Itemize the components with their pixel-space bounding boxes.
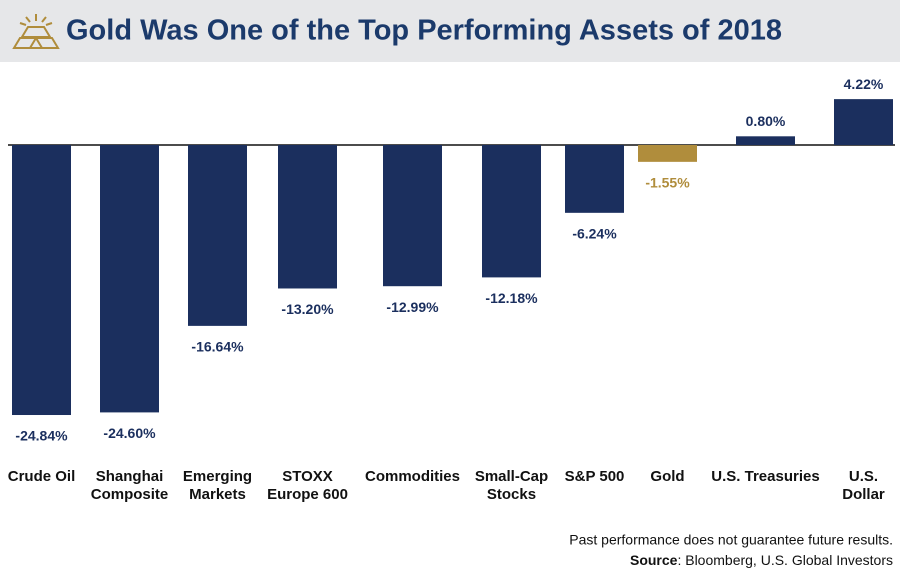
bar — [100, 145, 159, 413]
x-tick-label: Crude Oil — [7, 468, 76, 485]
bar — [188, 145, 247, 326]
bar — [638, 145, 697, 162]
value-label: -24.84% — [15, 428, 68, 444]
bar — [736, 136, 795, 145]
source-label: Source — [630, 552, 678, 568]
value-label: -24.60% — [103, 425, 156, 441]
x-tick-label: U.S. Treasuries — [711, 468, 820, 485]
chart-title: Gold Was One of the Top Performing Asset… — [66, 15, 782, 47]
header-band — [0, 0, 900, 62]
value-label: 0.80% — [746, 113, 786, 129]
bar — [278, 145, 337, 289]
bar — [12, 145, 71, 416]
x-tick-label: S&P 500 — [564, 468, 625, 485]
x-tick-label: Commodities — [364, 468, 460, 485]
x-tick-label: U.S. Dollar — [842, 468, 885, 503]
footnote: Past performance does not guarantee futu… — [569, 532, 893, 548]
bar — [482, 145, 541, 278]
value-label: -6.24% — [572, 226, 617, 242]
x-tick-label: Emerging Markets — [182, 468, 253, 503]
bar — [834, 99, 893, 145]
bar — [565, 145, 624, 213]
value-label: -16.64% — [191, 339, 244, 355]
value-label: 4.22% — [844, 76, 884, 92]
source-text: : Bloomberg, U.S. Global Investors — [677, 552, 893, 568]
x-tick-label: Shanghai Composite — [90, 468, 169, 503]
value-label: -12.18% — [485, 290, 538, 306]
value-label: -1.55% — [645, 175, 690, 191]
gold-bars-icon — [12, 14, 60, 49]
x-tick-label: Small-Cap Stocks — [474, 468, 549, 503]
x-tick-label: STOXX Europe 600 — [267, 468, 348, 503]
value-label: -12.99% — [386, 299, 439, 315]
source: Source: Bloomberg, U.S. Global Investors — [630, 552, 893, 568]
bar — [383, 145, 442, 287]
value-label: -13.20% — [281, 301, 334, 317]
x-tick-label: Gold — [650, 468, 685, 485]
